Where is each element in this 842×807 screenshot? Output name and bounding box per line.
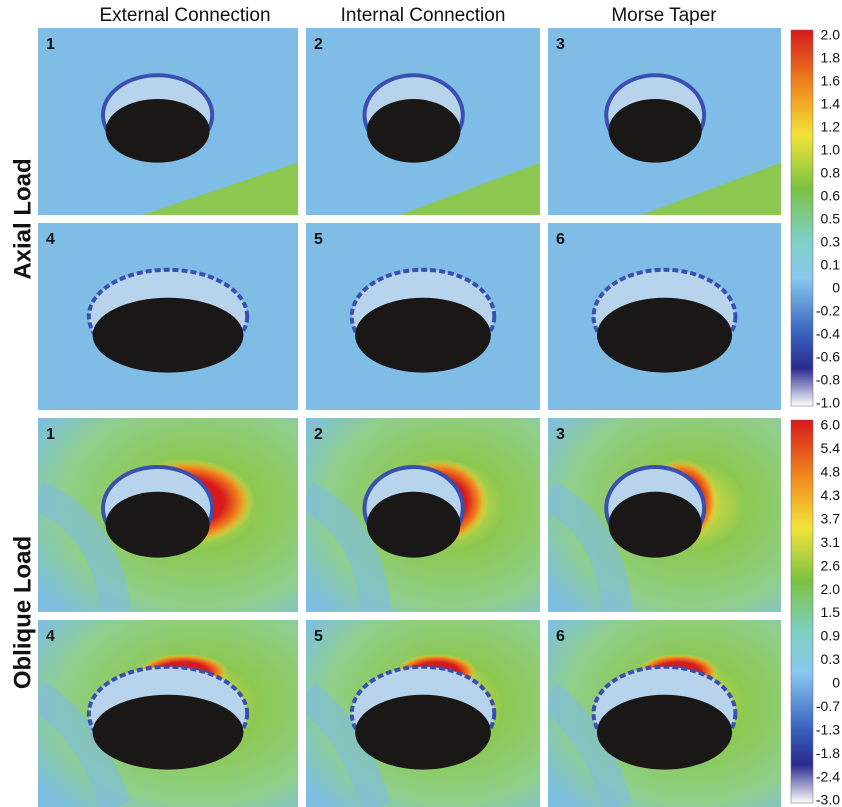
- result-panel: 4: [38, 223, 298, 410]
- column-header: Morse Taper: [611, 5, 717, 26]
- colorbar-label: 1.6: [821, 73, 841, 89]
- implant-hole: [367, 492, 461, 558]
- figure: External Connection Internal Connection Mo…: [0, 0, 842, 807]
- colorbar-label: -2.4: [816, 768, 840, 784]
- colorbar-label: -0.7: [816, 698, 840, 714]
- colorbar-label: 5.4: [821, 440, 841, 456]
- colorbar-label: 0.3: [821, 651, 841, 667]
- colorbar-label: 1.0: [821, 142, 841, 158]
- implant-hole: [355, 298, 491, 373]
- colorbar-label: -1.8: [816, 745, 840, 761]
- panel-number: 3: [556, 36, 565, 53]
- panel-image: [548, 418, 781, 612]
- colorbar-label: 6.0: [821, 417, 841, 433]
- colorbar-label: -0.6: [816, 349, 840, 365]
- colorbar-label: -0.4: [816, 326, 840, 342]
- colorbar-label: -1.3: [816, 721, 840, 737]
- implant-hole: [106, 99, 210, 163]
- implant-hole: [106, 492, 210, 558]
- result-panel: 3: [548, 28, 781, 215]
- colorbar-label: 0.8: [821, 165, 841, 181]
- colorbar-label: 2.0: [821, 27, 841, 43]
- colorbar-label: 1.2: [821, 119, 841, 135]
- column-header: External Connection: [99, 5, 270, 26]
- group-label: Axial Load: [9, 158, 36, 279]
- result-panel: 1: [38, 418, 298, 612]
- result-panel: 5: [306, 620, 540, 807]
- panel-number: 5: [314, 628, 323, 645]
- colorbar-label: 1.5: [821, 604, 841, 620]
- result-panel: 2: [306, 28, 540, 215]
- implant-hole: [609, 492, 702, 558]
- panel-number: 1: [46, 426, 55, 443]
- column-header: Internal Connection: [341, 5, 506, 26]
- panel-image: [38, 620, 298, 807]
- implant-hole: [93, 695, 244, 770]
- implant-hole: [367, 99, 461, 163]
- panel-image: [306, 620, 540, 807]
- panel-number: 2: [314, 36, 323, 53]
- colorbar-label: 0.1: [821, 257, 841, 273]
- implant-hole: [355, 695, 491, 770]
- panel-image: [306, 418, 540, 612]
- panel-number: 5: [314, 231, 323, 248]
- panel-image: [306, 223, 540, 410]
- colorbar-label: 4.3: [821, 487, 841, 503]
- colorbar-label: 2.6: [821, 557, 841, 573]
- colorbar-label: 1.8: [821, 50, 841, 66]
- colorbar-label: -0.2: [816, 303, 840, 319]
- colorbar-label: 0.6: [821, 188, 841, 204]
- colorbar-label: 0.9: [821, 628, 841, 644]
- colorbar-label: 0.3: [821, 234, 841, 250]
- colorbar-label: 0.5: [821, 211, 841, 227]
- panel-image: [548, 620, 781, 807]
- panel-number: 4: [46, 231, 55, 248]
- panel-image: [548, 223, 781, 410]
- result-panel: 6: [548, 223, 781, 410]
- panel-number: 2: [314, 426, 323, 443]
- result-panel: 5: [306, 223, 540, 410]
- group-label: Oblique Load: [9, 536, 36, 689]
- implant-hole: [597, 298, 732, 373]
- colorbar-label: 3.1: [821, 534, 841, 550]
- panel-image: [38, 28, 298, 215]
- colorbar: [791, 420, 813, 803]
- colorbar-label: -0.8: [816, 372, 840, 388]
- panel-number: 4: [46, 628, 55, 645]
- colorbar-label: 0: [832, 280, 840, 296]
- panel-number: 6: [556, 628, 565, 645]
- implant-hole: [93, 298, 244, 373]
- colorbar-label: 0: [832, 675, 840, 691]
- result-panel: 1: [38, 28, 298, 215]
- implant-hole: [609, 99, 702, 163]
- colorbar-label: 2.0: [821, 581, 841, 597]
- implant-hole: [597, 695, 732, 770]
- panel-image: [38, 223, 298, 410]
- panel-image: [548, 28, 781, 215]
- panel-number: 3: [556, 426, 565, 443]
- panel-image: [306, 28, 540, 215]
- result-panel: 2: [306, 418, 540, 612]
- colorbar-label: -1.0: [816, 395, 840, 411]
- result-panel: 4: [38, 620, 298, 807]
- result-panel: 3: [548, 418, 781, 612]
- colorbar: [791, 30, 813, 406]
- colorbar-label: 1.4: [821, 96, 841, 112]
- result-panel: 6: [548, 620, 781, 807]
- colorbar-label: 3.7: [821, 510, 841, 526]
- panel-image: [38, 418, 298, 612]
- colorbar-label: -3.0: [816, 792, 840, 807]
- panel-number: 1: [46, 36, 55, 53]
- colorbar-label: 4.8: [821, 464, 841, 480]
- panel-number: 6: [556, 231, 565, 248]
